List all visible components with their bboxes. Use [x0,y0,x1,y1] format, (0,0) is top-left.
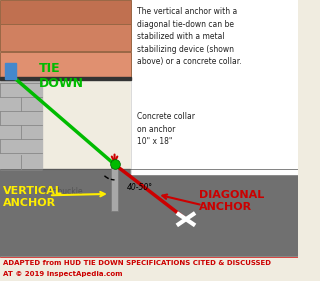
Text: The vertical anchor with a
diagonal tie-down can be
stabilized with a metal
stab: The vertical anchor with a diagonal tie-… [137,7,242,66]
Bar [0,77,131,80]
Bar [0,52,131,79]
Bar [0,24,131,51]
Bar [0,79,42,169]
Bar [0,257,298,281]
Bar [131,0,298,174]
Text: TIE
DOWN: TIE DOWN [39,62,84,90]
Text: AT © 2019 InspectApedia.com: AT © 2019 InspectApedia.com [3,271,123,277]
Bar [0,169,298,281]
Text: 40-50°: 40-50° [126,183,153,192]
Text: VERTICAL
ANCHOR: VERTICAL ANCHOR [3,186,63,207]
Bar [5,63,16,79]
Text: ADAPTED from HUD TIE DOWN SPECIFICATIONS CITED & DISCUSSED: ADAPTED from HUD TIE DOWN SPECIFICATIONS… [3,260,271,266]
Text: Concrete collar
on anchor
10" x 18": Concrete collar on anchor 10" x 18" [137,112,195,146]
Bar [0,0,131,24]
Text: DIAGONAL
ANCHOR: DIAGONAL ANCHOR [199,190,265,212]
Bar [111,166,118,211]
Text: Turnbuckle: Turnbuckle [42,187,83,196]
